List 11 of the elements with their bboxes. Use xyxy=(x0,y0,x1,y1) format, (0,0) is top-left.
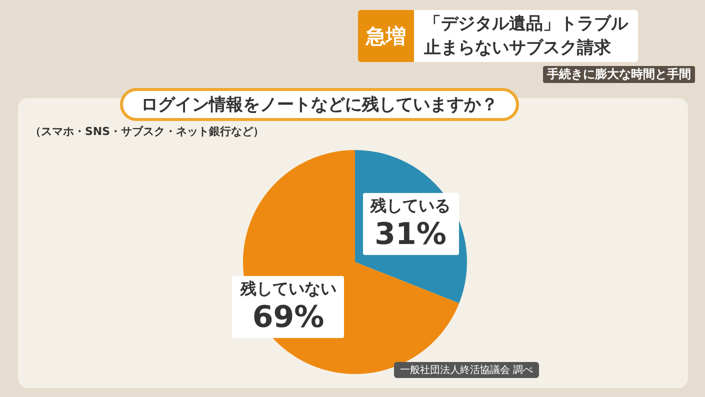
text: 一般社団法人終活協議会 調べ xyxy=(394,362,540,378)
text: 手続きに膨大な時間と手間 xyxy=(543,66,695,83)
data-label: 31% xyxy=(374,217,448,254)
slice-label: 残していない xyxy=(240,278,336,300)
text: 止まらないサブスク請求 xyxy=(424,37,612,60)
text: 急増 xyxy=(358,10,414,62)
text: （スマホ・SNS・サブスク・ネット銀行など） xyxy=(30,124,264,139)
data-label: 69% xyxy=(251,300,326,336)
text: 「デジタル遺品」トラブル xyxy=(424,13,628,36)
chart-title: ログイン情報をノートなどに残していますか？ xyxy=(120,88,519,121)
slice-label: 残している xyxy=(370,195,451,218)
